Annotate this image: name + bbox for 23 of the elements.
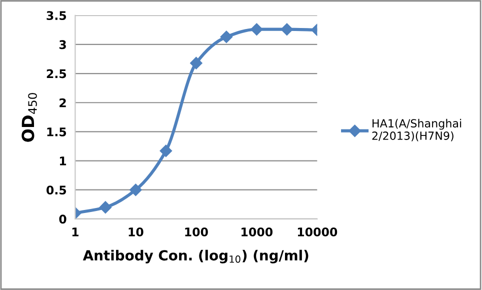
x-tick-label: 100: [185, 227, 208, 236]
point: [130, 184, 142, 196]
y-tick-label: 1.5: [47, 128, 66, 136]
x-tick-label: 10: [128, 227, 144, 236]
y-tick-label: 3: [59, 40, 66, 50]
y-tick-label: 1: [60, 156, 66, 166]
y-tick-label: 0.5: [46, 186, 66, 195]
x-tick-label: 1000: [242, 227, 273, 236]
x-axis-title: Antibody Con. (log$_{10}$) (ng/ml): [82, 250, 308, 264]
point: [220, 30, 233, 43]
point: [250, 23, 263, 36]
y-tick-label: 2: [60, 98, 66, 108]
legend-label: HA1(A/Shanghai 2/2013)(H7N9): [372, 118, 462, 142]
point: [190, 56, 202, 70]
y-tick-label: 3.5: [46, 11, 66, 20]
x-tick-label: 1: [72, 228, 78, 236]
point: [99, 201, 112, 214]
x-tick-label: 10000: [298, 227, 338, 236]
point: [280, 23, 294, 36]
y-axis-title: OD$_{450}$: [22, 93, 37, 142]
y-tick-label: 2.5: [46, 69, 66, 78]
point: [160, 144, 172, 157]
y-tick-label: 0: [59, 214, 66, 224]
